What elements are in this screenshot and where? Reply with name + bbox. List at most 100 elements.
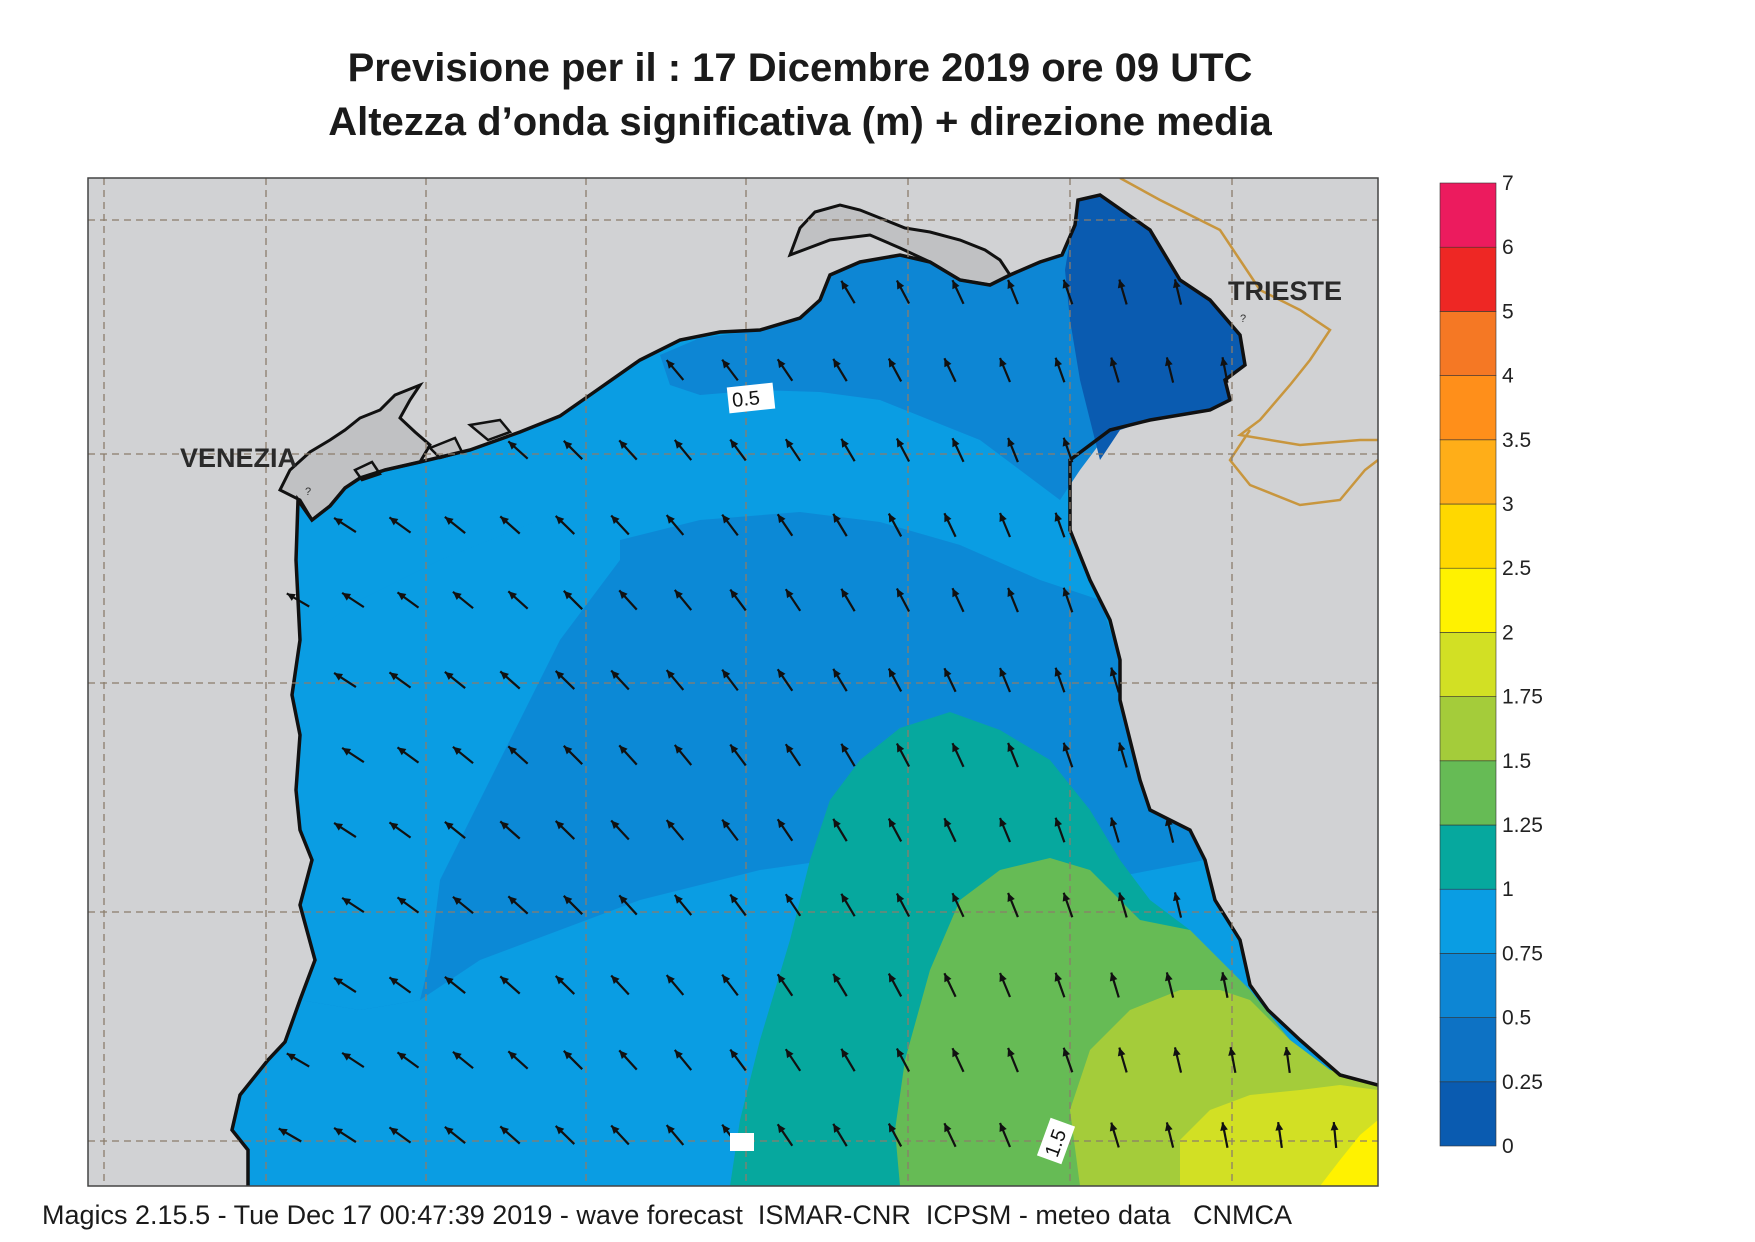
- city-marker: ?: [305, 486, 311, 498]
- wave-arrow-head: [563, 745, 573, 755]
- wave-arrow-head: [944, 1123, 952, 1133]
- legend-swatch: [1439, 503, 1497, 569]
- wave-arrow-head: [841, 280, 849, 290]
- map-frame: [87, 177, 1379, 1187]
- wave-arrow-head: [666, 975, 675, 984]
- wave-arrow-head: [785, 744, 794, 754]
- legend-tick-label: 0.5: [1502, 1007, 1531, 1030]
- wave-arrow-head: [500, 976, 509, 985]
- wave-arrow-head: [833, 513, 841, 523]
- wave-arrow-head: [1220, 972, 1228, 981]
- wave-arrow-head: [1109, 667, 1118, 677]
- legend-tick-label: 6: [1502, 236, 1514, 259]
- wave-arrow-head: [1228, 1047, 1236, 1056]
- wave-arrow-head: [952, 438, 960, 448]
- wave-zone-0-0.25: [1065, 195, 1245, 460]
- wave-arrow-head: [888, 818, 897, 828]
- wave-arrow-head: [342, 1052, 352, 1061]
- place-venezia: VENEZIA: [180, 443, 297, 473]
- wave-arrow-head: [1054, 817, 1063, 827]
- legend-tick-label: 4: [1502, 365, 1514, 388]
- wave-arrow-head: [999, 817, 1007, 827]
- wave-arrow-head: [555, 975, 565, 985]
- wave-arrow-head: [944, 973, 952, 983]
- wave-arrow-head: [896, 893, 905, 903]
- legend-tick-label: 3: [1502, 493, 1514, 516]
- wave-arrow-head: [611, 515, 620, 525]
- legend-swatch: [1439, 1017, 1497, 1083]
- wave-arrow-head: [286, 1053, 296, 1061]
- wave-arrow-head: [555, 670, 565, 680]
- legend-tick-label: 2.5: [1502, 557, 1531, 580]
- legend-swatch: [1439, 311, 1497, 376]
- wave-arrow-head: [785, 439, 794, 449]
- wave-arrow-head: [730, 589, 739, 599]
- wave-arrow-head: [1173, 1047, 1181, 1057]
- wave-arrow-head: [1165, 357, 1173, 367]
- wave-arrow-head: [674, 589, 683, 599]
- wave-arrow-head: [1275, 1122, 1284, 1131]
- wave-arrow-head: [666, 820, 675, 829]
- wave-arrow-head: [944, 358, 952, 368]
- wave-arrow-head: [944, 668, 952, 678]
- wave-arrow-head: [1109, 357, 1118, 367]
- wave-arrow-head: [1173, 892, 1181, 902]
- wave-arrow-head: [611, 975, 620, 985]
- legend-swatch: [1439, 696, 1497, 762]
- legend-tick-label: 7: [1502, 172, 1514, 195]
- legend-swatch: [1439, 632, 1497, 697]
- wave-arrow-head: [1007, 587, 1015, 597]
- wave-arrow-head: [611, 1125, 620, 1135]
- wave-arrow-head: [730, 439, 739, 449]
- wave-arrow-head: [841, 743, 849, 753]
- wave-arrow-head: [952, 1048, 960, 1058]
- map-title: Previsione per il : 17 Dicembre 2019 ore…: [347, 46, 1253, 90]
- wave-arrow-head: [666, 515, 675, 524]
- wave-arrow-head: [841, 588, 849, 598]
- place-trieste: TRIESTE: [1228, 276, 1342, 306]
- wave-arrow-head: [508, 896, 517, 905]
- wave-arrow-head: [888, 1123, 897, 1133]
- wave-arrow-head: [342, 592, 352, 601]
- wave-arrow-head: [777, 1124, 786, 1134]
- wave-arrow-head: [674, 439, 683, 449]
- graticule: [88, 178, 1378, 1186]
- wave-arrow-head: [1007, 437, 1015, 447]
- wave-arrow-head: [730, 1049, 739, 1059]
- wave-arrow-head: [508, 1051, 517, 1060]
- wave-arrow-head: [452, 1051, 462, 1060]
- wave-arrow-head: [611, 820, 620, 830]
- wave-arrow-head: [1062, 437, 1071, 447]
- wave-arrow-head: [999, 512, 1007, 522]
- wave-arrow-head: [397, 592, 407, 601]
- wave-arrow-head: [1054, 972, 1063, 982]
- map-subtitle: Altezza d’onda significativa (m) + direz…: [328, 100, 1272, 144]
- legend-tick-label: 3.5: [1502, 429, 1531, 452]
- wave-arrow-head: [1054, 357, 1063, 367]
- wave-arrow-head: [1007, 742, 1015, 752]
- wave-arrow-head: [1062, 279, 1071, 289]
- wave-zone-2-2.5: [1320, 1120, 1378, 1186]
- border-line: [1119, 178, 1378, 507]
- wave-arrow-head: [833, 973, 841, 983]
- legend-swatch: [1439, 567, 1497, 633]
- wave-arrow-head: [1117, 892, 1126, 902]
- wave-arrow-head: [1117, 279, 1126, 289]
- wave-arrow-head: [555, 515, 565, 525]
- wave-arrow-head: [619, 745, 628, 755]
- legend-tick-label: 1.5: [1502, 750, 1531, 773]
- wave-arrow-head: [666, 360, 675, 369]
- coastline: [230, 193, 1378, 1186]
- wave-arrow-head: [841, 1048, 849, 1058]
- wave-arrow-head: [952, 588, 960, 598]
- legend-tick-label: 0.75: [1502, 942, 1543, 965]
- legend-tick-label: 1.25: [1502, 814, 1543, 837]
- wave-arrow-head: [1220, 357, 1228, 366]
- wave-arrow-head: [1165, 972, 1173, 982]
- wave-arrow-head: [555, 1125, 565, 1135]
- wave-arrow-head: [452, 746, 462, 755]
- svg-text:0.5: 0.5: [731, 387, 761, 412]
- wave-arrow-head: [952, 280, 960, 290]
- wave-arrow-head: [444, 671, 454, 681]
